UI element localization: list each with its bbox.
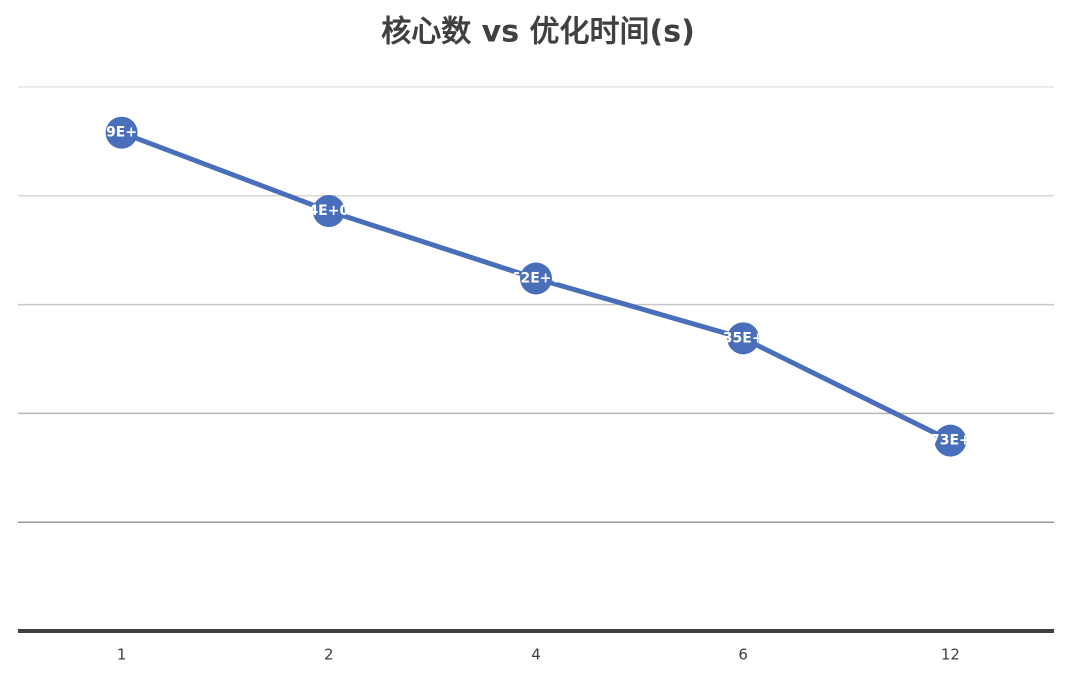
x-tick-label: 1 xyxy=(117,646,127,664)
data-label: 4E+0 xyxy=(308,203,349,219)
chart-title: 核心数 vs 优化时间(s) xyxy=(381,15,695,50)
x-tick-label: 6 xyxy=(738,646,748,664)
data-label: 35E+ xyxy=(723,330,764,346)
point xyxy=(727,322,760,355)
data-label: 29E+0 xyxy=(96,125,147,141)
point xyxy=(312,195,345,228)
data-label: 62E+0 xyxy=(511,270,562,286)
x-tick-label: 12 xyxy=(941,646,960,664)
point xyxy=(934,424,967,457)
data-label: 73E+ xyxy=(930,433,971,449)
point xyxy=(520,262,552,295)
point xyxy=(105,116,138,149)
x-tick-label: 4 xyxy=(531,646,541,664)
x-tick-label: 2 xyxy=(324,646,334,664)
